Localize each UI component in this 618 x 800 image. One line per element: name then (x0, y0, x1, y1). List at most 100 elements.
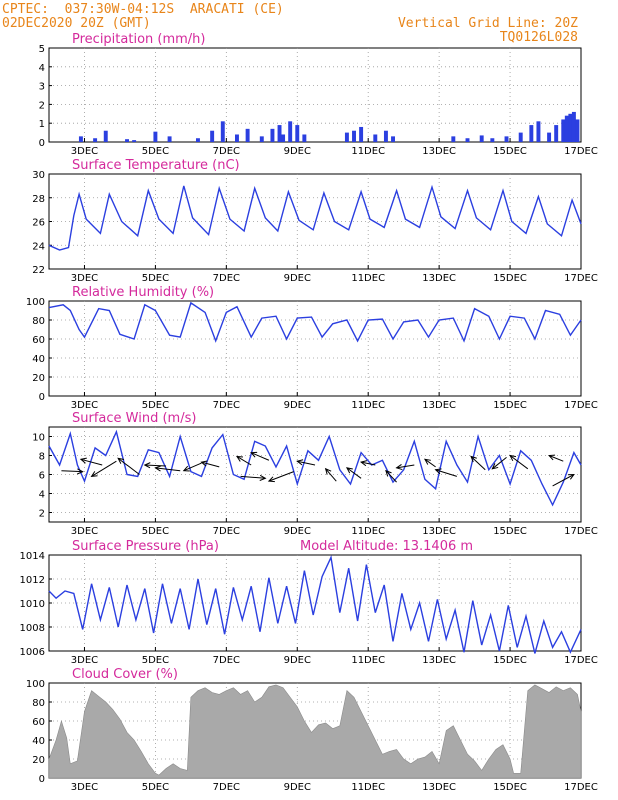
y-tick-label: 3 (39, 82, 45, 93)
precip-bar (479, 135, 484, 142)
wind-vector (548, 455, 564, 462)
x-tick-label: 15DEC (493, 526, 527, 537)
x-tick-label: 7DEC (213, 273, 240, 284)
wind-vector (346, 467, 362, 479)
precip-bar (383, 130, 388, 142)
wind-vector-head (324, 467, 332, 475)
y-tick-label: 40 (32, 354, 45, 365)
wind-vector-head (470, 455, 477, 463)
precip-bar (571, 111, 576, 142)
x-tick-label: 17DEC (564, 400, 598, 411)
x-tick-label: 11DEC (351, 526, 385, 537)
x-tick-label: 15DEC (493, 782, 527, 793)
x-tick-label: 17DEC (564, 782, 598, 793)
wind-vector-head (76, 468, 84, 475)
precip-bar (235, 134, 239, 142)
wind-vector-head (296, 459, 304, 466)
panel-title: Cloud Cover (%) (72, 667, 178, 682)
panel-title: Surface Wind (m/s) (72, 411, 196, 426)
x-tick-label: 5DEC (142, 146, 169, 157)
x-tick-label: 15DEC (493, 655, 527, 666)
x-tick-label: 3DEC (71, 400, 98, 411)
precip-bar (451, 136, 456, 142)
x-tick-label: 3DEC (71, 146, 98, 157)
wind-vector-head (434, 468, 442, 475)
wind-vector-head (267, 476, 275, 483)
y-tick-label: 22 (32, 265, 45, 276)
x-tick-label: 17DEC (564, 146, 598, 157)
x-tick-label: 3DEC (71, 655, 98, 666)
wind-vector (155, 467, 181, 472)
wind-vector-head (154, 465, 162, 472)
wind-vector (183, 462, 202, 472)
wind-vector-head (548, 454, 556, 461)
precip-bar (490, 138, 495, 142)
x-tick-label: 5DEC (142, 526, 169, 537)
x-tick-label: 13DEC (422, 146, 456, 157)
y-tick-label: 26 (32, 218, 45, 229)
precip-bar (302, 134, 307, 142)
x-tick-label: 7DEC (213, 146, 240, 157)
precip-bar (564, 115, 569, 142)
precip-bar (93, 138, 98, 142)
y-tick-label: 80 (32, 316, 45, 327)
x-tick-label: 13DEC (422, 782, 456, 793)
wind-vector-head (200, 460, 208, 467)
wind-vector (509, 455, 529, 470)
wind-vector (435, 469, 458, 477)
precip-bar (132, 140, 137, 142)
wind-vector-head (359, 460, 368, 467)
wind-vector-head (509, 454, 517, 462)
wind-vector (80, 458, 103, 466)
y-tick-label: 20 (32, 755, 45, 766)
cloud-cover-area (48, 684, 582, 779)
y-tick-label: 20 (32, 373, 45, 384)
y-tick-label: 10 (32, 433, 45, 444)
precip-bar (575, 119, 580, 142)
precip-bar (295, 125, 300, 142)
x-tick-label: 3DEC (71, 273, 98, 284)
x-tick-label: 15DEC (493, 146, 527, 157)
panel-frame (48, 300, 582, 397)
x-tick-label: 13DEC (422, 655, 456, 666)
precip-bar (547, 132, 552, 142)
wind-vector-head (259, 474, 267, 481)
panel-title: Precipitation (mm/h) (72, 32, 205, 47)
wind-vector (396, 464, 415, 469)
precip-bar (281, 134, 286, 142)
precip-bar (78, 136, 83, 142)
precip-bar (568, 113, 573, 142)
precip-bar (153, 131, 158, 142)
x-tick-label: 5DEC (142, 273, 169, 284)
y-tick-label: 100 (26, 679, 45, 690)
y-tick-label: 28 (32, 194, 45, 205)
series-line (48, 429, 582, 507)
wind-vector-head (424, 458, 431, 465)
y-tick-label: 40 (32, 736, 45, 747)
precip-bar (529, 125, 534, 142)
y-tick-label: 1014 (20, 551, 45, 562)
wind-vector (250, 452, 270, 461)
panel-title: Surface Temperature (nC) (72, 158, 240, 173)
precip-bar (536, 121, 541, 142)
precip-bar (103, 130, 108, 142)
wind-vector-head (345, 467, 353, 474)
wind-vector (61, 470, 83, 473)
precip-bar (554, 125, 559, 142)
wind-vector (325, 468, 337, 482)
wind-vector (236, 456, 252, 466)
y-tick-label: 4 (39, 63, 45, 74)
x-tick-label: 17DEC (564, 273, 598, 284)
header-line2: 02DEC2020 20Z (GMT) (2, 16, 151, 31)
wind-vector-head (182, 465, 190, 472)
panel-title: Relative Humidity (%) (72, 285, 214, 300)
precip-bar (277, 125, 282, 142)
precip-bar (210, 130, 215, 142)
precip-bar (391, 136, 395, 142)
y-tick-label: 30 (32, 170, 45, 181)
x-tick-label: 5DEC (142, 400, 169, 411)
precip-bar (373, 134, 378, 142)
x-tick-label: 5DEC (142, 782, 169, 793)
x-tick-label: 9DEC (284, 400, 311, 411)
